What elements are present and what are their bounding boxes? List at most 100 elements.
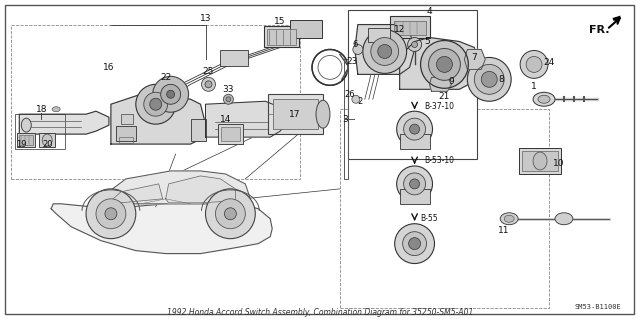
Bar [191,119,205,141]
Circle shape [520,50,548,78]
Bar [348,10,477,159]
Bar [121,114,133,124]
Polygon shape [109,184,163,203]
Text: 4: 4 [427,7,433,16]
Circle shape [166,90,175,98]
Circle shape [474,64,504,94]
Circle shape [408,38,422,51]
Circle shape [436,56,452,72]
Text: 33: 33 [223,85,234,94]
Bar [368,27,390,41]
Polygon shape [465,49,485,70]
Circle shape [408,238,420,249]
Circle shape [223,94,234,104]
Text: 5: 5 [425,37,431,46]
Bar [19,135,33,145]
Ellipse shape [21,118,31,132]
Ellipse shape [538,95,550,103]
Circle shape [105,208,117,220]
Bar [12,25,300,179]
Circle shape [352,95,360,103]
Circle shape [412,41,417,48]
Bar [390,16,429,38]
Text: 3: 3 [342,115,348,124]
Polygon shape [111,94,205,144]
Polygon shape [355,25,415,74]
Circle shape [202,78,216,91]
Bar [394,21,426,34]
Text: 9: 9 [449,77,454,86]
Bar [399,189,429,204]
Text: FR.: FR. [589,25,609,34]
Circle shape [378,45,392,58]
Circle shape [353,45,363,55]
Ellipse shape [42,134,52,146]
Bar [273,99,318,129]
Text: B-55: B-55 [420,214,438,223]
Ellipse shape [555,213,573,225]
Text: 10: 10 [553,160,564,168]
Bar [344,59,348,179]
Circle shape [216,199,245,229]
Text: 22: 22 [160,73,172,82]
Text: 21: 21 [439,92,450,101]
Text: 18: 18 [35,105,47,114]
Circle shape [226,97,231,102]
Text: 17: 17 [289,110,301,119]
Text: 6: 6 [352,40,358,49]
Polygon shape [399,38,479,89]
Text: 1992 Honda Accord Switch Assembly, Combination Diagram for 35250-SM5-A01: 1992 Honda Accord Switch Assembly, Combi… [167,308,473,317]
Bar [119,137,133,143]
Text: 14: 14 [220,115,231,124]
Text: B-37-10: B-37-10 [424,102,454,111]
Circle shape [371,38,399,65]
Circle shape [526,56,542,72]
Bar [399,134,429,149]
Text: 25: 25 [203,67,214,76]
Text: 19: 19 [16,140,26,149]
Circle shape [161,84,180,104]
Text: 16: 16 [103,63,115,72]
Circle shape [205,81,212,88]
Bar [519,148,561,174]
Circle shape [404,118,426,140]
Bar [39,133,55,147]
Circle shape [395,224,435,263]
Bar [218,124,243,144]
Circle shape [429,48,460,80]
Circle shape [144,92,168,116]
Bar [116,126,136,141]
Text: 12: 12 [394,25,405,34]
Bar [264,26,299,48]
Circle shape [205,189,255,239]
Text: 11: 11 [499,226,510,235]
Bar [522,151,558,171]
Circle shape [467,57,511,101]
Circle shape [410,179,420,189]
Text: B-53-10: B-53-10 [424,157,454,166]
Bar [268,29,296,45]
Circle shape [225,208,236,220]
Polygon shape [166,176,236,203]
Text: 20: 20 [42,140,52,149]
Circle shape [410,124,420,134]
Polygon shape [429,78,451,91]
Bar [290,19,322,38]
Polygon shape [19,111,109,134]
Circle shape [397,111,433,147]
Ellipse shape [316,100,330,128]
Text: 2: 2 [357,97,362,106]
Circle shape [86,189,136,239]
Text: 24: 24 [543,58,555,67]
Polygon shape [51,204,272,254]
Text: 13: 13 [200,14,211,23]
Text: 7: 7 [472,53,477,62]
Text: 26: 26 [344,90,355,99]
Ellipse shape [500,213,518,225]
Circle shape [96,199,126,229]
Circle shape [397,166,433,202]
Circle shape [404,173,426,195]
Bar [15,114,65,149]
Circle shape [420,41,468,88]
Ellipse shape [533,152,547,170]
